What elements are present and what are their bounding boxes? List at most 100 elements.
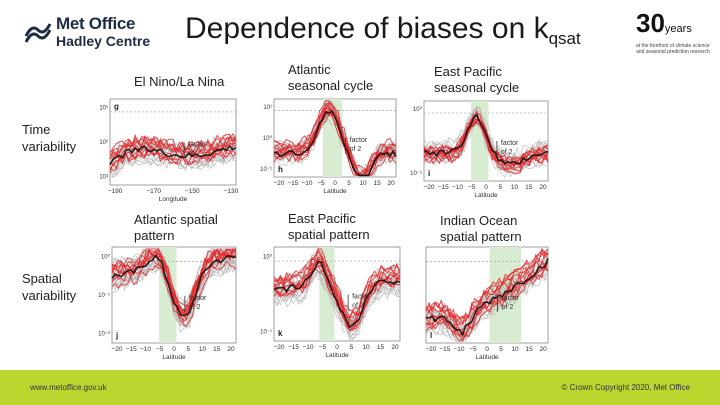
x-tick-label: 15 [525, 184, 533, 191]
x-axis-label: Latitude [474, 192, 498, 197]
ensemble-grey-line [109, 150, 237, 175]
x-tick-label: 10 [199, 346, 207, 353]
panel-letter: g [114, 102, 119, 111]
years-number: 30 [636, 8, 665, 38]
years-tagline: at the forefront of climate science and … [636, 43, 710, 55]
x-tick-label: −20 [423, 184, 434, 191]
x-axis-label: Longitude [159, 196, 188, 203]
x-tick-label: −20 [111, 346, 122, 353]
x-tick-label: 5 [347, 180, 351, 187]
observed-line [425, 258, 549, 338]
label-atl-cycle: Atlantic seasonal cycle [288, 62, 374, 93]
x-tick-label: 0 [485, 346, 489, 353]
x-tick-label: −5 [469, 346, 477, 353]
x-tick-label: −15 [288, 344, 299, 351]
ensemble-red-line [109, 133, 237, 154]
ensemble-red-line [273, 101, 397, 176]
label-ep-cycle: East Pacific seasonal cycle [434, 64, 520, 95]
x-tick-label: −10 [453, 346, 464, 353]
x-tick-label: −130 [224, 188, 239, 195]
panel-i-ep-cycle: factor of 2 i −20 −15 −10 −5 0 5 10 15 20 Latitude 10… [404, 95, 554, 197]
panel-letter: i [428, 169, 430, 178]
observed-line [111, 254, 237, 317]
ensemble-grey-line [423, 123, 549, 178]
x-tick-label: −5 [319, 344, 327, 351]
y-tick-label: 10² [99, 140, 108, 146]
x-tick-label: 0 [335, 344, 339, 351]
x-tick-label: 15 [377, 344, 385, 351]
panel-letter: l [430, 331, 432, 340]
x-tick-label: 20 [539, 184, 547, 191]
ensemble-red-line [273, 255, 401, 327]
x-tick-label: −170 [146, 188, 161, 195]
x-tick-label: −10 [452, 184, 463, 191]
ensemble-red-line [111, 260, 237, 328]
panel-plot-h: factor of 2 h −20 −15 −10 −5 0 5 10 15 20 Latitude 10… [260, 98, 397, 193]
x-tick-label: 15 [213, 346, 221, 353]
factor-annotation: factor [189, 295, 207, 302]
x-tick-label: −15 [287, 180, 298, 187]
ensemble-grey-line [425, 267, 549, 339]
ensemble-grey-line [423, 122, 549, 175]
footer-bar: www.metoffice.gov.uk © Crown Copyright 2… [0, 370, 720, 405]
x-tick-label: 5 [498, 184, 502, 191]
x-axis-label: Latitude [475, 354, 499, 361]
x-tick-label: −15 [126, 346, 137, 353]
factor-annotation: of 2 [352, 303, 364, 310]
panel-letter: h [278, 165, 283, 174]
y-tick-label: 10⁻¹ [260, 330, 272, 336]
years-word: years [664, 23, 692, 35]
x-tick-label: 0 [333, 180, 337, 187]
panel-letter: k [278, 329, 283, 338]
x-tick-label: −5 [317, 180, 325, 187]
factor-annotation: factor [188, 141, 206, 148]
ensemble-red-line [111, 247, 236, 307]
ensemble-red-line [425, 247, 549, 323]
label-ep-spatial: East Pacific spatial pattern [288, 211, 370, 242]
ensemble-red-line [425, 267, 549, 342]
logo-line2: Hadley Centre [56, 33, 151, 49]
label-atl-spatial: Atlantic spatial pattern [134, 212, 218, 243]
ensemble-red-line [273, 247, 401, 318]
factor-annotation: of 2 [501, 149, 513, 156]
factor-annotation: factor [350, 137, 368, 144]
x-tick-label: 10 [511, 184, 519, 191]
label-io-spatial: Indian Ocean spatial pattern [440, 213, 522, 244]
y-tick-label: 10⁰ [413, 106, 423, 113]
y-tick-label: 10³ [99, 174, 108, 180]
ensemble-red-line [109, 142, 237, 169]
ensemble-red-line [273, 110, 397, 176]
panel-letter: j [115, 331, 118, 340]
ensemble-red-line [425, 251, 549, 326]
x-tick-label: 20 [391, 344, 399, 351]
ensemble-red-line [423, 114, 549, 168]
panel-l-io-spatial: factor of 2 l −20 −15 −10 −5 0 5 10 15 20 Latitude [412, 243, 552, 365]
ensemble-red-line [109, 137, 237, 159]
observed-line [423, 113, 549, 165]
label-elnino: El Nino/La Nina [134, 74, 225, 89]
ensemble-red-line [425, 263, 549, 343]
y-tick-label: 10⁻¹ [98, 293, 110, 299]
ensemble-red-line [109, 145, 237, 173]
logo-line1: Met Office [56, 14, 136, 33]
observed-line [273, 260, 401, 329]
x-tick-label: −20 [274, 344, 285, 351]
footer-copyright: © Crown Copyright 2020, Met Office [561, 383, 690, 392]
x-tick-label: 10 [511, 346, 519, 353]
x-axis-label: Latitude [325, 352, 349, 359]
x-axis-label: Latitude [162, 354, 186, 361]
panel-h-atl-cycle: factor of 2 h −20 −15 −10 −5 0 5 10 15 20 Latitude 10… [258, 93, 402, 193]
x-tick-label: 0 [172, 346, 176, 353]
title-subscript: qsat [548, 29, 581, 48]
x-tick-label: 20 [388, 180, 396, 187]
ensemble-grey-line [273, 269, 400, 340]
met-office-logo: Met Office Hadley Centre [24, 14, 154, 54]
panel-plot-i: factor of 2 i −20 −15 −10 −5 0 5 10 15 20 Latitude 10… [410, 100, 549, 197]
y-tick-label: 10¹ [99, 106, 108, 112]
x-tick-label: 10 [362, 344, 370, 351]
factor-annotation: factor [352, 294, 370, 301]
y-tick-label: 10⁰ [263, 135, 273, 142]
panel-plot-j: factor of 2 j −20 −15 −10 −5 0 5 10 15 20 Latitude 10… [98, 246, 237, 361]
ensemble-red-line [273, 258, 401, 328]
footer-url[interactable]: www.metoffice.gov.uk [30, 383, 107, 392]
